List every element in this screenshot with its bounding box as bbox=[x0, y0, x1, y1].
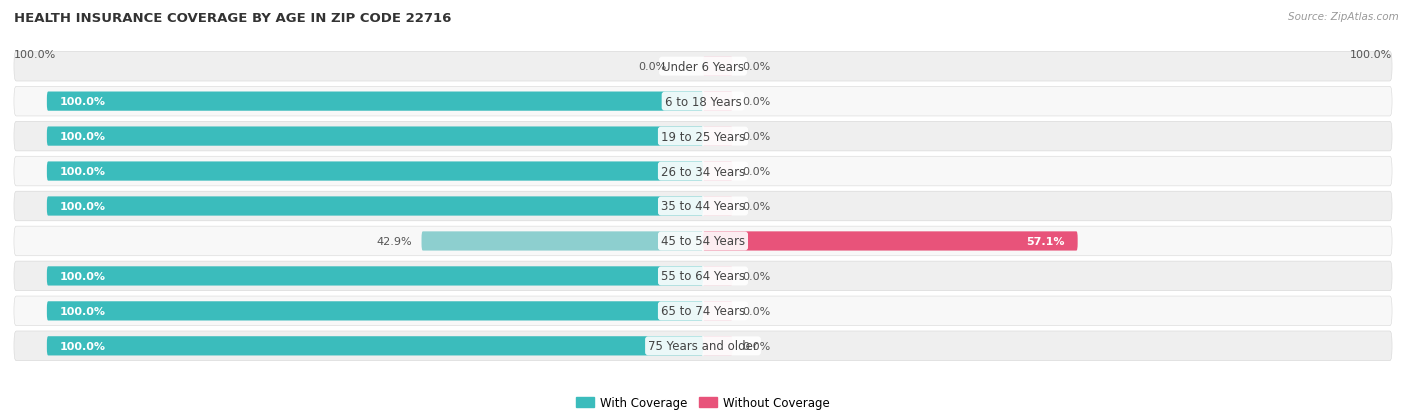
Text: 26 to 34 Years: 26 to 34 Years bbox=[661, 165, 745, 178]
Text: 57.1%: 57.1% bbox=[1026, 236, 1064, 247]
Text: 0.0%: 0.0% bbox=[742, 341, 770, 351]
Text: 75 Years and older: 75 Years and older bbox=[648, 339, 758, 352]
Text: 100.0%: 100.0% bbox=[60, 341, 105, 351]
FancyBboxPatch shape bbox=[46, 301, 703, 321]
FancyBboxPatch shape bbox=[46, 267, 703, 286]
FancyBboxPatch shape bbox=[703, 127, 733, 146]
Text: 100.0%: 100.0% bbox=[60, 271, 105, 281]
Text: 0.0%: 0.0% bbox=[742, 202, 770, 211]
FancyBboxPatch shape bbox=[703, 301, 733, 321]
Text: 55 to 64 Years: 55 to 64 Years bbox=[661, 270, 745, 283]
FancyBboxPatch shape bbox=[703, 232, 1077, 251]
Text: 100.0%: 100.0% bbox=[1350, 50, 1392, 59]
Text: 100.0%: 100.0% bbox=[60, 132, 105, 142]
Text: 100.0%: 100.0% bbox=[60, 166, 105, 177]
Text: 0.0%: 0.0% bbox=[742, 271, 770, 281]
Text: 0.0%: 0.0% bbox=[638, 62, 666, 72]
Text: 0.0%: 0.0% bbox=[742, 132, 770, 142]
Text: HEALTH INSURANCE COVERAGE BY AGE IN ZIP CODE 22716: HEALTH INSURANCE COVERAGE BY AGE IN ZIP … bbox=[14, 12, 451, 25]
Text: 65 to 74 Years: 65 to 74 Years bbox=[661, 305, 745, 318]
FancyBboxPatch shape bbox=[14, 52, 1392, 82]
FancyBboxPatch shape bbox=[14, 331, 1392, 361]
FancyBboxPatch shape bbox=[14, 261, 1392, 291]
Text: 100.0%: 100.0% bbox=[60, 97, 105, 107]
FancyBboxPatch shape bbox=[14, 192, 1392, 221]
FancyBboxPatch shape bbox=[422, 232, 703, 251]
Text: 45 to 54 Years: 45 to 54 Years bbox=[661, 235, 745, 248]
FancyBboxPatch shape bbox=[46, 127, 703, 146]
FancyBboxPatch shape bbox=[46, 197, 703, 216]
FancyBboxPatch shape bbox=[703, 197, 733, 216]
FancyBboxPatch shape bbox=[14, 296, 1392, 326]
Text: 100.0%: 100.0% bbox=[60, 202, 105, 211]
Text: 35 to 44 Years: 35 to 44 Years bbox=[661, 200, 745, 213]
FancyBboxPatch shape bbox=[703, 92, 733, 112]
FancyBboxPatch shape bbox=[14, 87, 1392, 117]
FancyBboxPatch shape bbox=[46, 92, 703, 112]
Text: 0.0%: 0.0% bbox=[742, 97, 770, 107]
FancyBboxPatch shape bbox=[14, 157, 1392, 186]
Text: Source: ZipAtlas.com: Source: ZipAtlas.com bbox=[1288, 12, 1399, 22]
FancyBboxPatch shape bbox=[14, 227, 1392, 256]
Legend: With Coverage, Without Coverage: With Coverage, Without Coverage bbox=[572, 392, 834, 413]
Text: 0.0%: 0.0% bbox=[742, 166, 770, 177]
Text: Under 6 Years: Under 6 Years bbox=[662, 61, 744, 74]
Text: 19 to 25 Years: 19 to 25 Years bbox=[661, 130, 745, 143]
Text: 0.0%: 0.0% bbox=[742, 62, 770, 72]
Text: 0.0%: 0.0% bbox=[742, 306, 770, 316]
FancyBboxPatch shape bbox=[46, 162, 703, 181]
FancyBboxPatch shape bbox=[703, 267, 733, 286]
Text: 42.9%: 42.9% bbox=[375, 236, 412, 247]
FancyBboxPatch shape bbox=[14, 122, 1392, 152]
FancyBboxPatch shape bbox=[703, 337, 733, 356]
Text: 100.0%: 100.0% bbox=[60, 306, 105, 316]
FancyBboxPatch shape bbox=[703, 57, 733, 76]
Text: 6 to 18 Years: 6 to 18 Years bbox=[665, 95, 741, 108]
FancyBboxPatch shape bbox=[703, 162, 733, 181]
FancyBboxPatch shape bbox=[46, 337, 703, 356]
Text: 100.0%: 100.0% bbox=[14, 50, 56, 59]
